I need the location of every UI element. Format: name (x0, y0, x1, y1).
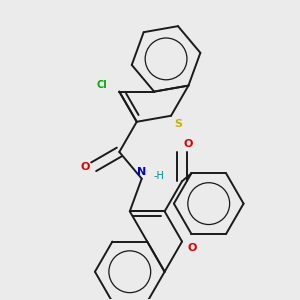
Text: Cl: Cl (97, 80, 108, 90)
Text: O: O (187, 243, 196, 253)
Text: -H: -H (153, 171, 164, 181)
Text: O: O (184, 139, 193, 149)
Text: S: S (174, 119, 182, 129)
Text: N: N (137, 167, 146, 177)
Text: O: O (80, 162, 90, 172)
